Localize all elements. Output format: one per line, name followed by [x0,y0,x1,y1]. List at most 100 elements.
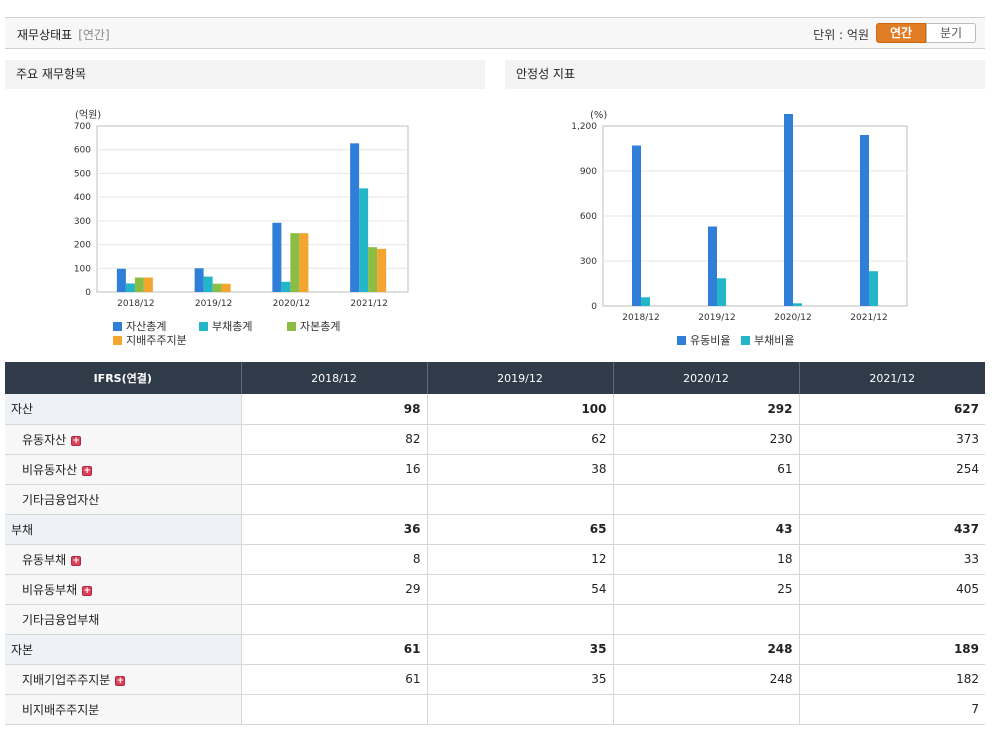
cell-value: 29 [240,574,427,605]
cell-value: 54 [426,574,613,605]
expand-plus-icon[interactable]: + [115,675,126,686]
cell-value: 292 [612,394,799,425]
annual-toggle-button[interactable]: 연간 [876,23,926,43]
y-tick-label: 100 [74,264,91,274]
table-row-noncurrent-liabilities: 비유동부채 +29 54 25 405 [5,574,985,605]
stability-chart: (%) 0 300 600 900 1,200 2018/12 2019/12 2020/12 2… [571,110,908,347]
row-label-text: 자본 [11,642,34,657]
statement-title: 재무상태표 [연간] [17,26,110,43]
key-financials-panel: 주요 재무항목 (억원) 0 100 200 300 400 500 600 700 2018/1… [5,60,485,360]
cell-value: 189 [798,634,985,665]
table-row-equity: 자본 61 35 248 189 [5,634,985,665]
cell-value: 65 [426,514,613,545]
x-tick-label: 2020/12 [774,313,811,323]
cell-value: 405 [798,574,985,605]
row-label: 유동자산 + [5,424,241,455]
row-label-text: 유동부채 [22,552,67,567]
expand-plus-icon[interactable]: + [82,465,93,476]
row-label: 자산 [5,394,241,425]
legend-swatch [677,336,686,345]
table-row-other-financial-liabilities: 기타금융업부채 [5,604,985,635]
cell-value: 98 [240,394,427,425]
cell-value: 25 [612,574,799,605]
y-tick-label: 300 [580,257,597,267]
expand-plus-icon[interactable]: + [71,555,82,566]
y-tick-label: 1,200 [571,122,597,132]
bar-1-4 [350,143,360,292]
quarter-toggle-button[interactable]: 분기 [926,23,976,43]
cell-value [612,604,799,635]
cell-value: 82 [240,424,427,455]
row-label-text: 비유동부채 [22,582,78,597]
table-row-noncurrent-assets: 비유동자산 +16 38 61 254 [5,454,985,485]
header-2019: 2019/12 [426,362,613,394]
y-axis-label: (%) [590,110,607,121]
cell-value [426,694,613,725]
bar-2-4 [869,271,878,306]
bar-1-1 [116,268,126,292]
header-2020: 2020/12 [612,362,799,394]
expand-plus-icon[interactable]: + [71,435,82,446]
statement-period: [연간] [78,28,110,42]
row-label: 지배기업주주지분 + [5,664,241,695]
y-tick-label: 500 [74,169,91,179]
bar-1-4 [860,135,869,306]
row-label: 기타금융업부채 [5,604,241,635]
header-2021: 2021/12 [798,362,985,394]
cell-value: 62 [426,424,613,455]
stability-panel: 안정성 지표 (%) 0 300 600 900 1,200 2018/12 2019/12 2… [505,60,985,360]
bar-4-3 [299,233,309,292]
legend-swatch [113,322,122,331]
y-tick-label: 0 [591,302,597,312]
cell-value [426,604,613,635]
bar-3-1 [134,277,144,292]
key-financials-title: 주요 재무항목 [5,60,485,89]
expand-plus-icon[interactable]: + [82,585,93,596]
cell-value: 35 [426,634,613,665]
cell-value: 373 [798,424,985,455]
table-row-assets: 자산 98 100 292 627 [5,394,985,425]
cell-value: 12 [426,544,613,575]
cell-value [798,604,985,635]
table-row-current-assets: 유동자산 +82 62 230 373 [5,424,985,455]
x-tick-label: 2019/12 [698,313,735,323]
bar-2-4 [359,188,369,292]
bar-2-3 [281,281,291,292]
legend-label: 유동비율 [690,334,730,347]
cell-value: 33 [798,544,985,575]
cell-value [240,484,427,515]
y-tick-label: 0 [85,288,91,298]
cell-value: 627 [798,394,985,425]
cell-value [612,484,799,515]
cell-value: 61 [240,664,427,695]
row-label: 비지배주주지분 [5,694,241,725]
cell-value: 16 [240,454,427,485]
bar-1-2 [708,226,717,306]
legend-label: 부채비율 [754,334,794,347]
table-row-liabilities: 부채 36 65 43 437 [5,514,985,545]
cell-value: 18 [612,544,799,575]
row-label-text: 자산 [11,402,34,417]
cell-value: 248 [612,664,799,695]
legend-label: 자산총계 [126,320,166,333]
y-tick-label: 600 [74,146,91,156]
header-ifrs: IFRS(연결) [5,362,241,394]
bar-2-2 [717,278,726,306]
bar-4-2 [221,283,231,292]
cell-value: 38 [426,454,613,485]
cell-value: 61 [612,454,799,485]
row-label: 기타금융업자산 [5,484,241,515]
unit-label: 단위 : 억원 [813,28,869,42]
statement-title-text: 재무상태표 [17,28,73,42]
cell-value: 437 [798,514,985,545]
y-axis-label: (억원) [75,109,101,121]
legend-label: 지배주주지분 [126,334,187,347]
x-tick-label: 2018/12 [117,299,154,309]
cell-value: 182 [798,664,985,695]
bar-3-2 [212,283,222,292]
table-row-noncontrolling-interest: 비지배주주지분 7 [5,694,985,725]
cell-value [612,694,799,725]
row-label-text: 지배기업주주지분 [22,672,111,687]
bar-3-3 [290,233,300,292]
cell-value [798,484,985,515]
